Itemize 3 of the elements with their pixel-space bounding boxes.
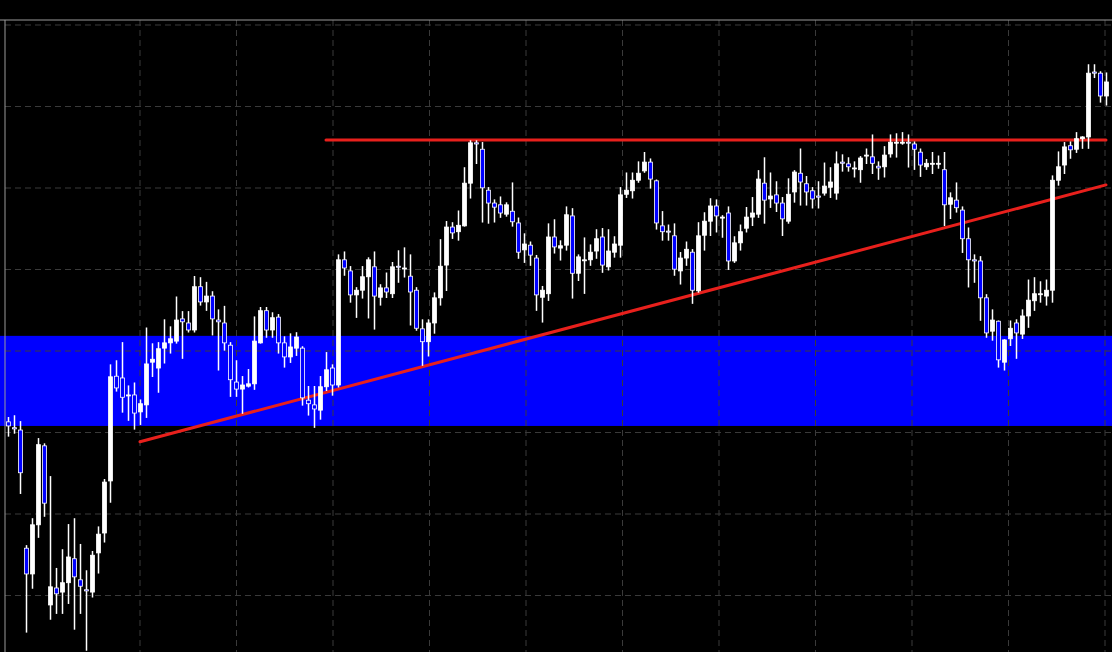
candlestick [96,526,101,574]
candlestick [78,543,83,614]
candlestick [306,386,311,416]
